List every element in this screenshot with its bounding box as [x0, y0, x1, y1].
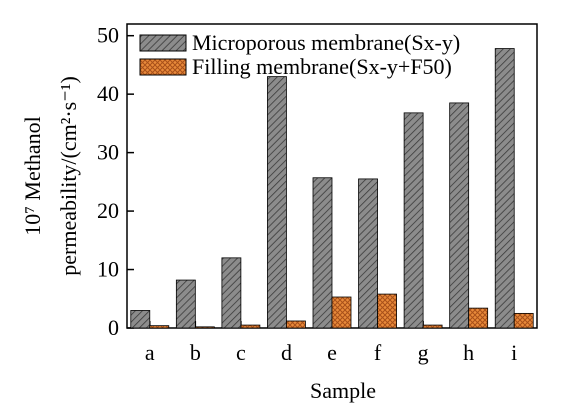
- y-tick-label: 40: [97, 81, 119, 106]
- y-tick-label: 10: [97, 257, 119, 282]
- bar-filling: [422, 324, 443, 329]
- bar-microporous: [449, 102, 470, 329]
- bar-filling: [513, 312, 534, 329]
- x-tick-label: d: [281, 340, 292, 365]
- legend-swatch-microporous: [139, 34, 187, 52]
- x-tick-label: i: [511, 340, 517, 365]
- bars: [130, 48, 534, 329]
- x-tick-label: e: [327, 340, 337, 365]
- bar-filling: [240, 324, 261, 329]
- bar-filling: [377, 293, 397, 329]
- bar-filling: [331, 296, 352, 329]
- bar-filling: [468, 307, 489, 329]
- y-tick-label: 50: [97, 23, 119, 48]
- y-axis-title: 10⁷ Methanol permeability/(cm²·s⁻¹): [20, 76, 81, 276]
- y-axis-title-line1: 10⁷ Methanol: [20, 116, 45, 236]
- y-axis: 0 10 20 30 40 50: [97, 23, 134, 340]
- bar-filling: [286, 320, 306, 329]
- legend: Microporous membrane(Sx-y) Filling membr…: [139, 30, 460, 79]
- bar-microporous: [221, 257, 242, 329]
- y-axis-title-line2: permeability/(cm²·s⁻¹): [56, 76, 81, 276]
- legend-label-microporous: Microporous membrane(Sx-y): [192, 30, 460, 55]
- bar-microporous: [494, 48, 515, 329]
- legend-swatch-filling: [139, 58, 187, 76]
- x-tick-label: f: [374, 340, 382, 365]
- y-tick-label: 0: [108, 315, 119, 340]
- bar-microporous: [403, 112, 424, 329]
- bar-microporous: [175, 279, 196, 329]
- bar-microporous: [358, 178, 378, 329]
- bar-microporous: [267, 76, 287, 329]
- x-tick-label: c: [236, 340, 246, 365]
- y-tick-label: 30: [97, 140, 119, 165]
- bar-filling: [149, 325, 170, 329]
- x-tick-label: g: [418, 340, 429, 365]
- y-tick-label: 20: [97, 198, 119, 223]
- bar-filling: [194, 326, 215, 329]
- x-tick-label: b: [190, 340, 201, 365]
- legend-label-filling: Filling membrane(Sx-y+F50): [192, 54, 452, 79]
- x-tick-label: a: [145, 340, 155, 365]
- x-tick-label: h: [463, 340, 474, 365]
- bar-microporous: [130, 310, 151, 329]
- bar-microporous: [312, 177, 333, 329]
- x-axis-title: Sample: [310, 378, 376, 403]
